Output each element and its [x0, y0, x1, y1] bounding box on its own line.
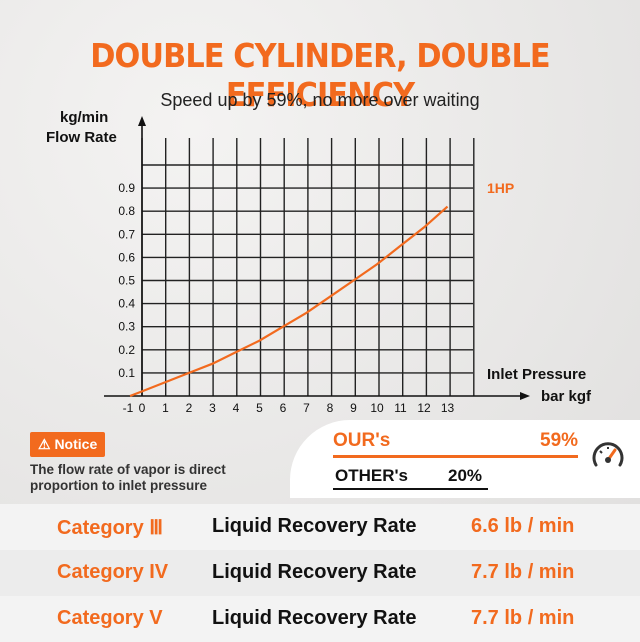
category-label: Category Ⅲ	[57, 517, 164, 539]
rate-row-category-4: Category IV Liquid Recovery Rate 7.7 lb …	[0, 550, 640, 596]
y-tick-label: 0.8	[118, 204, 135, 218]
x-tick-label: 2	[186, 401, 193, 415]
rate-label: Liquid Recovery Rate	[212, 515, 417, 537]
others-label: OTHER's	[335, 466, 408, 485]
rate-value: 6.6 lb / min	[471, 515, 575, 537]
ours-label: OUR's	[333, 430, 391, 451]
grid	[141, 138, 475, 396]
x-axis-arrow	[520, 392, 530, 400]
series: 1HP	[129, 180, 514, 398]
x-tick-label: 8	[327, 401, 334, 415]
rate-label: Liquid Recovery Rate	[212, 607, 417, 629]
ours-bar	[333, 455, 578, 458]
x-axis-label-unit: bar kgf	[541, 388, 592, 405]
notice-text: The flow rate of vapor is direct proport…	[30, 462, 226, 493]
y-tick-label: 0.9	[118, 181, 135, 195]
axes	[104, 116, 530, 400]
x-tick-label: 10	[370, 401, 384, 415]
notice-badge: ⚠ Notice	[30, 432, 106, 457]
speedometer-icon	[592, 442, 624, 467]
x-tick-label: 5	[256, 401, 263, 415]
x-tick-label: 9	[350, 401, 357, 415]
y-tick-label: 0.4	[118, 297, 135, 311]
x-tick-label: 4	[233, 401, 240, 415]
x-tick-label: -1	[123, 401, 134, 415]
rate-value: 7.7 lb / min	[471, 607, 575, 629]
page-subtitle: Speed up by 59%, no more over waiting	[160, 90, 480, 110]
rate-row-category-3: Category Ⅲ Liquid Recovery Rate 6.6 lb /…	[0, 504, 640, 550]
x-tick-label: 6	[280, 401, 287, 415]
x-tick-label: 0	[139, 401, 146, 415]
ours-value: 59%	[540, 430, 579, 451]
y-axis-arrow	[138, 116, 146, 126]
x-axis-label-name: Inlet Pressure	[487, 366, 586, 383]
rate-row-category-5: Category V Liquid Recovery Rate 7.7 lb /…	[0, 596, 640, 642]
y-tick-label: 0.7	[118, 227, 135, 241]
y-axis-label-unit: kg/min	[60, 110, 108, 126]
others-bar	[333, 488, 488, 490]
flow-rate-chart: 0.10.20.30.40.50.60.70.80.9-1 0 1 2 3 4 5 6 7 8 9 1…	[46, 110, 592, 415]
category-label: Category IV	[57, 561, 169, 583]
y-tick-label: 0.1	[118, 366, 135, 380]
comparison-panel: OUR's 59% OTHER's 20%	[290, 420, 640, 498]
series-line-1hp	[129, 205, 449, 398]
page-title: DOUBLE CYLINDER, DOUBLE EFFICIENCY	[90, 36, 550, 114]
y-tick-label: 0.3	[118, 320, 135, 334]
x-tick-label: 1	[162, 401, 169, 415]
y-axis-label-name: Flow Rate	[46, 129, 117, 146]
rate-label: Liquid Recovery Rate	[212, 561, 417, 583]
others-value: 20%	[448, 466, 483, 485]
y-tick-label: 0.2	[118, 343, 135, 357]
series-label-1hp: 1HP	[487, 180, 514, 196]
x-tick-label: 3	[209, 401, 216, 415]
rate-value: 7.7 lb / min	[471, 561, 575, 583]
x-tick-label: 11	[394, 401, 407, 415]
x-tick-label: 7	[303, 401, 310, 415]
x-tick-label: 12	[417, 401, 431, 415]
category-label: Category V	[57, 607, 163, 629]
y-tick-label: 0.5	[118, 274, 135, 288]
tick-labels: 0.10.20.30.40.50.60.70.80.9-1 0 1 2 3 4 5 6 7 8 9 1…	[118, 181, 454, 415]
y-tick-label: 0.6	[118, 250, 135, 264]
x-tick-label: 13	[441, 401, 455, 415]
